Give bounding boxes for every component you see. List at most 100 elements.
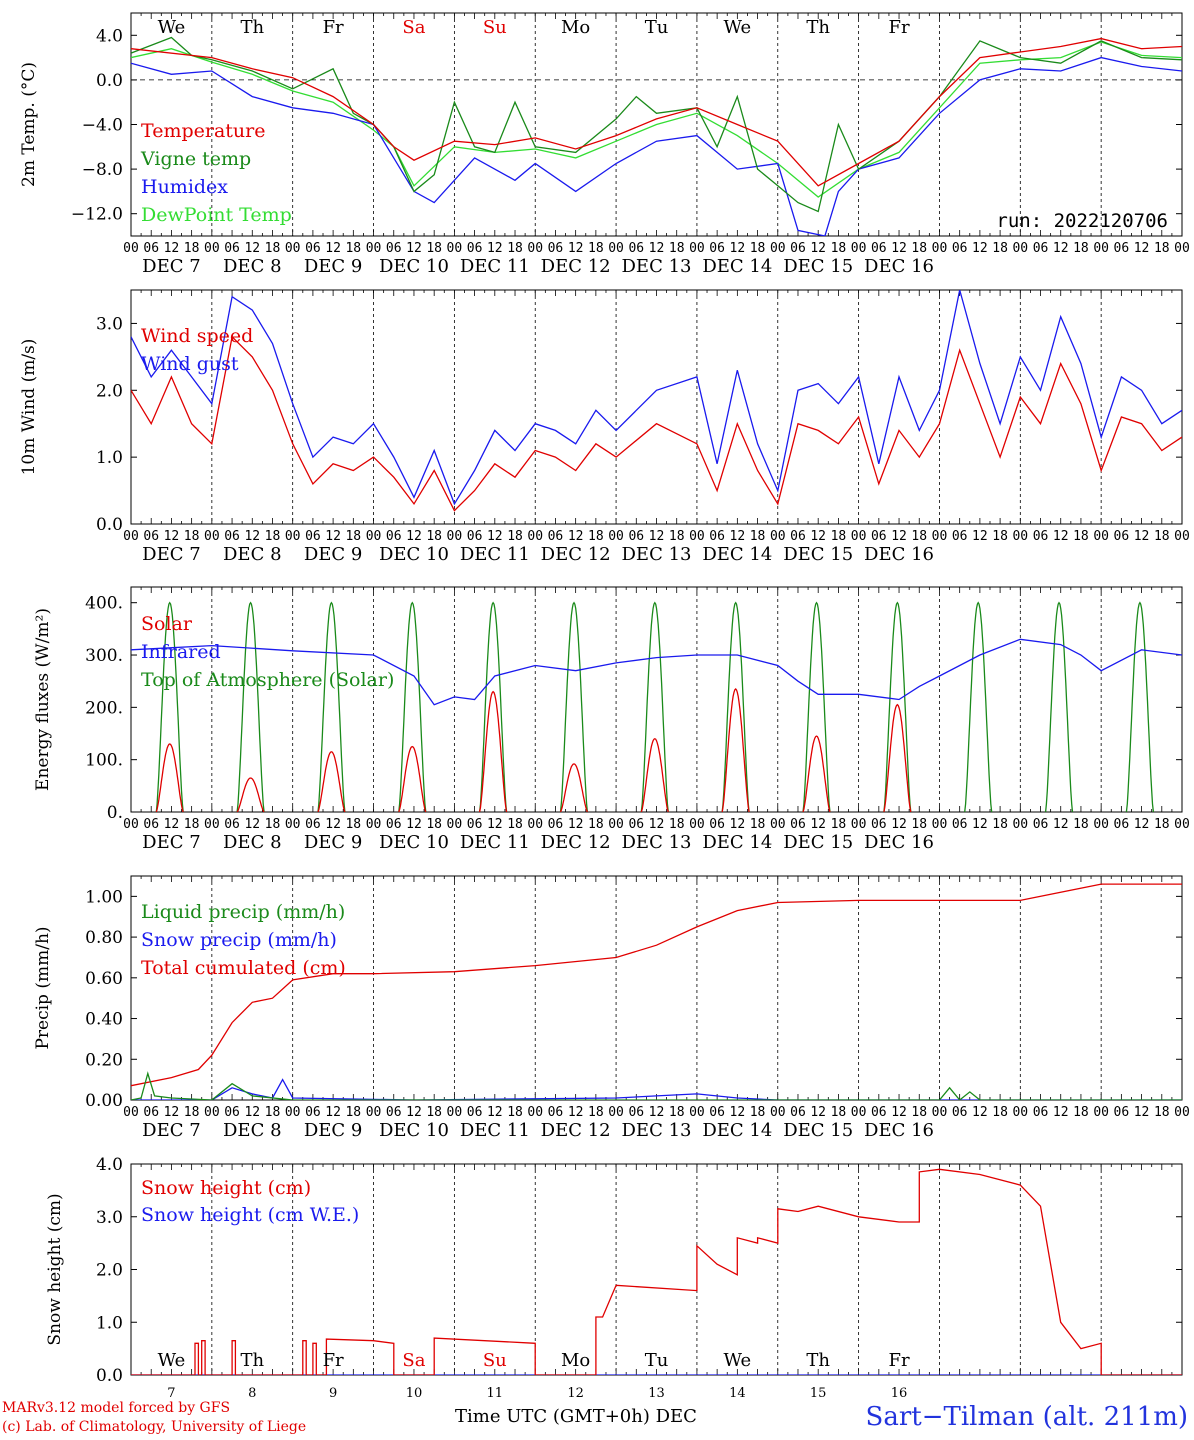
hour-tick-label: 18 bbox=[669, 1105, 685, 1120]
hour-tick-label: 12 bbox=[1134, 241, 1150, 256]
hour-tick-label: 06 bbox=[790, 529, 806, 544]
hour-tick-label: 18 bbox=[1154, 817, 1170, 832]
hour-tick-label: 18 bbox=[426, 241, 442, 256]
date-label: DEC 8 bbox=[223, 544, 282, 565]
hour-tick-label: 12 bbox=[406, 1105, 422, 1120]
hour-tick-label: 18 bbox=[1154, 241, 1170, 256]
hour-tick-label: 18 bbox=[992, 1105, 1008, 1120]
hour-tick-label: 18 bbox=[345, 1105, 361, 1120]
hour-tick-label: 12 bbox=[406, 241, 422, 256]
hour-tick-label: 00 bbox=[527, 1105, 543, 1120]
hour-tick-label: 12 bbox=[730, 241, 746, 256]
hour-tick-label: 00 bbox=[851, 1105, 867, 1120]
hour-tick-label: 00 bbox=[285, 529, 301, 544]
hour-tick-label: 12 bbox=[244, 817, 260, 832]
hour-tick-label: 12 bbox=[244, 241, 260, 256]
hour-tick-label: 06 bbox=[1033, 529, 1049, 544]
hour-tick-label: 18 bbox=[1154, 529, 1170, 544]
weekday-label: Fr bbox=[323, 17, 344, 38]
hour-tick-label: 06 bbox=[143, 529, 159, 544]
hour-tick-label: 06 bbox=[628, 1105, 644, 1120]
date-label: DEC 10 bbox=[379, 832, 449, 853]
legend-entry: Liquid precip (mm/h) bbox=[141, 901, 345, 923]
hour-tick-label: 06 bbox=[386, 1105, 402, 1120]
hour-tick-label: 00 bbox=[851, 241, 867, 256]
hour-tick-label: 06 bbox=[305, 817, 321, 832]
hour-tick-label: 06 bbox=[871, 241, 887, 256]
hour-tick-label: 12 bbox=[891, 241, 907, 256]
hour-tick-label: 18 bbox=[831, 817, 847, 832]
date-label: DEC 8 bbox=[223, 256, 282, 277]
hour-tick-label: 18 bbox=[911, 529, 927, 544]
hour-tick-label: 18 bbox=[911, 241, 927, 256]
date-label: DEC 14 bbox=[702, 544, 772, 565]
date-label: DEC 9 bbox=[304, 1120, 363, 1141]
hour-tick-label: 00 bbox=[447, 529, 463, 544]
hour-tick-label: 00 bbox=[851, 817, 867, 832]
y-tick-label: 0.40 bbox=[85, 1010, 123, 1030]
weekday-label: Fr bbox=[888, 1350, 909, 1371]
hour-tick-label: 06 bbox=[709, 1105, 725, 1120]
weekday-label: Mo bbox=[561, 17, 590, 38]
hour-tick-label: 12 bbox=[972, 529, 988, 544]
day-number-label: 14 bbox=[729, 1386, 746, 1401]
hour-tick-label: 00 bbox=[366, 529, 382, 544]
legend-entry: Infrared bbox=[141, 641, 221, 663]
hour-tick-label: 00 bbox=[366, 817, 382, 832]
hour-tick-label: 06 bbox=[386, 241, 402, 256]
hour-tick-label: 12 bbox=[244, 529, 260, 544]
hour-tick-label: 00 bbox=[770, 529, 786, 544]
y-axis-label: 2m Temp. (°C) bbox=[19, 62, 39, 187]
hour-tick-label: 12 bbox=[649, 1105, 665, 1120]
hour-tick-label: 06 bbox=[1033, 1105, 1049, 1120]
hour-tick-label: 12 bbox=[1053, 1105, 1069, 1120]
hour-tick-label: 00 bbox=[204, 817, 220, 832]
y-tick-label: 1.0 bbox=[96, 448, 123, 468]
model-credit: MARv3.12 model forced by GFS bbox=[2, 1400, 231, 1416]
y-tick-label: −12.0 bbox=[71, 205, 123, 225]
hour-tick-label: 00 bbox=[1093, 817, 1109, 832]
date-label: DEC 11 bbox=[460, 256, 530, 277]
day-number-label: 7 bbox=[167, 1386, 175, 1401]
time-axis-label: Time UTC (GMT+0h) DEC bbox=[455, 1406, 697, 1427]
legend-entry: Total cumulated (cm) bbox=[141, 957, 346, 979]
hour-tick-label: 06 bbox=[952, 1105, 968, 1120]
hour-tick-label: 12 bbox=[1134, 817, 1150, 832]
hour-tick-label: 18 bbox=[184, 529, 200, 544]
date-label: DEC 13 bbox=[622, 544, 692, 565]
hour-tick-label: 18 bbox=[345, 817, 361, 832]
hour-tick-label: 00 bbox=[1012, 1105, 1028, 1120]
day-number-label: 13 bbox=[648, 1386, 665, 1401]
hour-tick-label: 06 bbox=[628, 529, 644, 544]
hour-tick-label: 00 bbox=[932, 817, 948, 832]
hour-tick-label: 00 bbox=[204, 241, 220, 256]
hour-tick-label: 18 bbox=[507, 1105, 523, 1120]
y-tick-label: 0. bbox=[107, 803, 123, 823]
hour-tick-label: 06 bbox=[952, 241, 968, 256]
weekday-label: Sa bbox=[402, 17, 425, 38]
hour-tick-label: 00 bbox=[689, 529, 705, 544]
date-label: DEC 8 bbox=[223, 1120, 282, 1141]
legend-entry: Snow height (cm W.E.) bbox=[141, 1204, 359, 1226]
hour-tick-label: 18 bbox=[669, 529, 685, 544]
hour-tick-label: 12 bbox=[406, 817, 422, 832]
hour-tick-label: 12 bbox=[325, 817, 341, 832]
hour-tick-label: 12 bbox=[487, 241, 503, 256]
hour-tick-label: 00 bbox=[689, 241, 705, 256]
hour-tick-label: 06 bbox=[548, 817, 564, 832]
series-line-top-of-atmosphere-solar bbox=[155, 601, 1155, 812]
date-label: DEC 7 bbox=[142, 256, 201, 277]
hour-tick-label: 06 bbox=[1033, 817, 1049, 832]
series-line-wind-gust bbox=[131, 290, 1182, 506]
hour-tick-label: 06 bbox=[871, 529, 887, 544]
hour-tick-label: 06 bbox=[143, 241, 159, 256]
hour-tick-label: 06 bbox=[790, 241, 806, 256]
hour-tick-label: 06 bbox=[143, 817, 159, 832]
hour-tick-label: 12 bbox=[891, 529, 907, 544]
hour-tick-label: 06 bbox=[628, 241, 644, 256]
hour-tick-label: 06 bbox=[1114, 817, 1130, 832]
hour-tick-label: 18 bbox=[831, 1105, 847, 1120]
hour-tick-label: 06 bbox=[871, 817, 887, 832]
hour-tick-label: 12 bbox=[568, 1105, 584, 1120]
hour-tick-label: 18 bbox=[184, 241, 200, 256]
